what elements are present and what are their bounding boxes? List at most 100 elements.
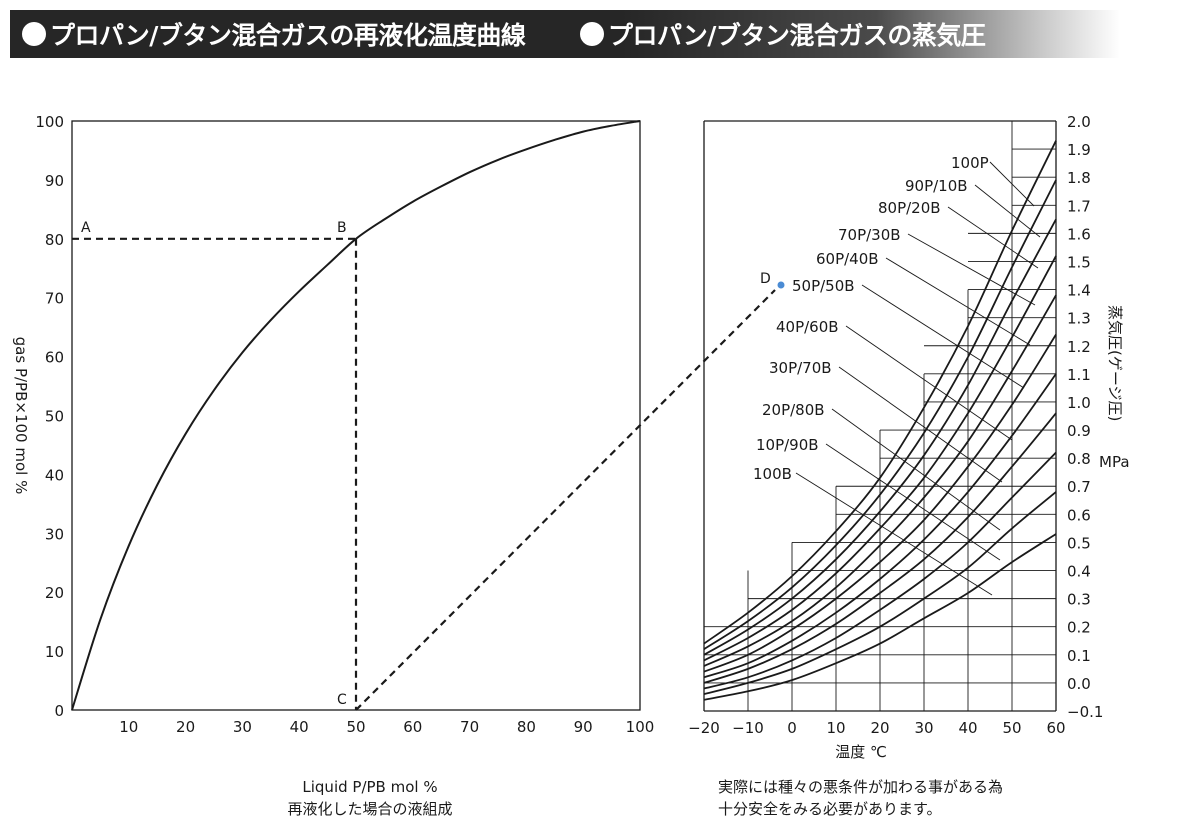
series-label: 100P [951, 154, 989, 172]
y-tick-label: 80 [45, 231, 64, 249]
y-tick-label: 100 [35, 113, 64, 131]
dashed-line-c-d [355, 289, 776, 711]
x-axis-label: 温度 ℃ [835, 743, 887, 761]
y-tick-label: 1.6 [1067, 225, 1091, 243]
x-tick-label: −20 [688, 719, 720, 737]
connector: D [355, 271, 785, 711]
left-caption: Liquid P/PB mol % 再液化した場合の液組成 [270, 776, 470, 820]
series-label: 10P/90B [756, 436, 819, 454]
series-leader-line [974, 184, 1041, 238]
x-tick-label: 30 [914, 719, 933, 737]
y-tick-label: 1.5 [1067, 253, 1091, 271]
point-d-label: D [760, 271, 771, 287]
vapor-curve [703, 218, 1057, 656]
left-title-text: プロパン/ブタン混合ガスの再液化温度曲線 [50, 21, 526, 50]
right-caption-line2: 十分安全をみる必要があります。 [718, 800, 942, 818]
vapor-curve [703, 491, 1057, 695]
y-tick-label: 0.2 [1067, 619, 1091, 637]
vapor-curve [703, 533, 1057, 701]
vapor-curve [703, 412, 1057, 684]
y-tick-label: 1.1 [1067, 366, 1091, 384]
x-tick-label: 70 [460, 718, 479, 736]
series-leader-line [838, 366, 1003, 483]
liquefaction-curve [71, 120, 641, 711]
x-tick-label: 100 [626, 718, 655, 736]
x-tick-label: 60 [403, 718, 422, 736]
series-leader-line [947, 206, 1039, 269]
x-tick-label: 0 [787, 719, 797, 737]
x-tick-label: 50 [346, 718, 365, 736]
right-title: プロパン/ブタン混合ガスの蒸気圧 [580, 17, 986, 51]
series-label: 70P/30B [838, 226, 901, 244]
vapor-curve [703, 451, 1057, 690]
x-tick-label: −10 [732, 719, 764, 737]
right-title-text: プロパン/ブタン混合ガスの蒸気圧 [608, 21, 986, 50]
series-leader-line [907, 233, 1036, 306]
header-banner: プロパン/ブタン混合ガスの再液化温度曲線 プロパン/ブタン混合ガスの蒸気圧 [10, 10, 1120, 58]
vapor-curve [703, 179, 1057, 650]
series-label: 30P/70B [769, 359, 832, 377]
y-tick-label: 0.4 [1067, 563, 1091, 581]
series-label: 40P/60B [776, 318, 839, 336]
left-caption-line2: 再液化した場合の液組成 [287, 800, 453, 818]
y-tick-label: 0.6 [1067, 506, 1091, 524]
y-tick-label: 0.9 [1067, 422, 1091, 440]
x-tick-label: 40 [290, 718, 309, 736]
y-tick-label: 1.4 [1067, 282, 1091, 300]
y-tick-label: 1.2 [1067, 338, 1091, 356]
series-leader-line [989, 161, 1035, 207]
y-tick-label: 10 [45, 643, 64, 661]
y-tick-label: 90 [45, 172, 64, 190]
left-plot-frame [71, 120, 641, 711]
series-label: 100B [753, 465, 792, 483]
y-tick-label: 70 [45, 290, 64, 308]
y-axis-label: gas P/PB×100 mol % [12, 337, 30, 495]
y-tick-label: 0 [54, 702, 64, 720]
y-tick-label: 2.0 [1067, 113, 1091, 131]
series-leader-line [825, 443, 1001, 561]
point-a-label: A [81, 220, 91, 236]
bullet-icon [22, 22, 46, 46]
series-leader-line [845, 325, 1013, 441]
y-axis-unit: MPa [1099, 453, 1130, 471]
y-tick-label: 50 [45, 408, 64, 426]
x-tick-label: 10 [119, 718, 138, 736]
series-label: 80P/20B [878, 199, 941, 217]
right-caption-line1: 実際には種々の悪条件が加わる事がある為 [718, 778, 1004, 796]
y-tick-label: 0.8 [1067, 450, 1091, 468]
x-tick-label: 40 [958, 719, 977, 737]
series-leader-line [831, 408, 1001, 531]
y-tick-label: −0.1 [1067, 703, 1103, 721]
y-tick-label: 0.0 [1067, 675, 1091, 693]
right-chart: −20 −10 0 10 20 30 40 50 60−0.1 0.0 0.1 0.2 0.3 0.4 0.… [688, 113, 1129, 761]
point-c-label: C [337, 692, 347, 708]
series-leader-line [885, 257, 1031, 346]
vapor-curve [703, 255, 1057, 662]
x-tick-label: 80 [517, 718, 536, 736]
left-caption-line1: Liquid P/PB mol % [302, 778, 438, 796]
point-b-label: B [337, 220, 347, 236]
vapor-curve [703, 334, 1057, 673]
y-tick-label: 1.0 [1067, 394, 1091, 412]
series-leader-line [795, 472, 993, 596]
series-label: 90P/10B [905, 177, 968, 195]
y-axis-label: 蒸気圧(ゲージ圧) [1106, 305, 1124, 421]
point-d-marker [777, 281, 785, 289]
vapor-curve [703, 373, 1057, 679]
left-chart: 10 20 30 40 50 60 70 80 90 100 0 10 20 30 40 50 60 70 80 90… [12, 113, 654, 736]
left-title: プロパン/ブタン混合ガスの再液化温度曲線 [22, 17, 526, 51]
series-label: 50P/50B [792, 277, 855, 295]
x-tick-label: 90 [574, 718, 593, 736]
right-caption: 実際には種々の悪条件が加わる事がある為 十分安全をみる必要があります。 [718, 776, 1003, 820]
y-tick-label: 0.1 [1067, 647, 1091, 665]
y-tick-label: 0.7 [1067, 478, 1091, 496]
y-tick-label: 40 [45, 466, 64, 484]
y-tick-label: 30 [45, 525, 64, 543]
y-tick-label: 60 [45, 349, 64, 367]
vapor-curve [703, 294, 1057, 667]
x-tick-label: 20 [176, 718, 195, 736]
y-tick-label: 20 [45, 584, 64, 602]
bullet-icon [580, 22, 604, 46]
y-tick-label: 0.3 [1067, 591, 1091, 609]
